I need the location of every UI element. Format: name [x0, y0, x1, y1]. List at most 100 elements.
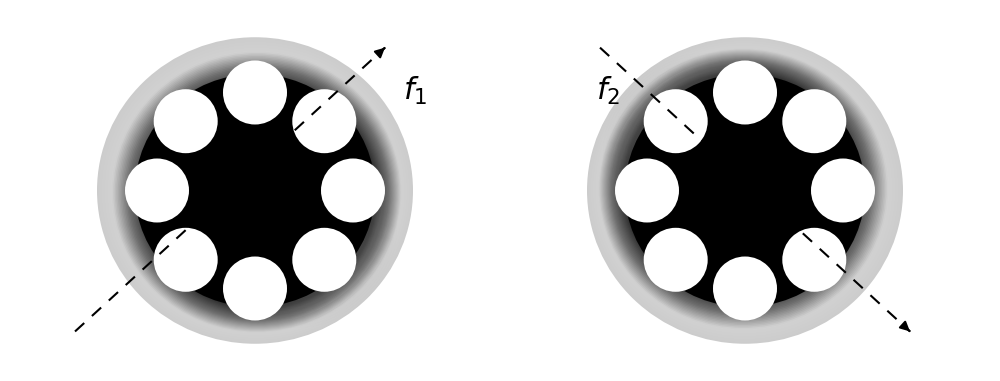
- Ellipse shape: [690, 137, 769, 214]
- Ellipse shape: [588, 38, 902, 342]
- Ellipse shape: [116, 56, 398, 329]
- Ellipse shape: [600, 50, 887, 328]
- Ellipse shape: [199, 137, 334, 267]
- Ellipse shape: [671, 118, 795, 238]
- Ellipse shape: [121, 60, 395, 326]
- Ellipse shape: [260, 196, 287, 222]
- Ellipse shape: [118, 58, 397, 328]
- Ellipse shape: [214, 151, 322, 256]
- Ellipse shape: [205, 143, 329, 263]
- Ellipse shape: [642, 91, 832, 274]
- Ellipse shape: [657, 105, 812, 256]
- Ellipse shape: [625, 74, 865, 307]
- Ellipse shape: [716, 162, 737, 182]
- Ellipse shape: [195, 133, 337, 271]
- Ellipse shape: [633, 82, 844, 286]
- Ellipse shape: [134, 74, 384, 316]
- Ellipse shape: [119, 59, 396, 327]
- Ellipse shape: [144, 83, 376, 308]
- Ellipse shape: [135, 74, 375, 307]
- Ellipse shape: [602, 52, 884, 325]
- Ellipse shape: [682, 129, 780, 224]
- Ellipse shape: [724, 169, 726, 172]
- Ellipse shape: [605, 55, 879, 321]
- Circle shape: [125, 158, 189, 223]
- Ellipse shape: [159, 98, 365, 297]
- Ellipse shape: [625, 74, 854, 296]
- Ellipse shape: [715, 160, 738, 183]
- Circle shape: [644, 89, 708, 153]
- Ellipse shape: [229, 166, 311, 245]
- Ellipse shape: [624, 73, 856, 298]
- Ellipse shape: [658, 106, 811, 254]
- Ellipse shape: [662, 109, 807, 250]
- Ellipse shape: [242, 179, 300, 235]
- Text: $f_2$: $f_2$: [596, 75, 620, 107]
- Ellipse shape: [248, 185, 296, 231]
- Ellipse shape: [192, 130, 339, 273]
- Ellipse shape: [593, 43, 896, 336]
- Ellipse shape: [101, 42, 410, 341]
- Ellipse shape: [648, 96, 824, 267]
- Ellipse shape: [709, 155, 746, 190]
- Ellipse shape: [641, 90, 833, 276]
- Ellipse shape: [607, 56, 878, 319]
- Ellipse shape: [601, 51, 885, 327]
- Ellipse shape: [115, 54, 399, 330]
- Ellipse shape: [673, 120, 792, 235]
- Ellipse shape: [188, 125, 343, 276]
- Ellipse shape: [646, 94, 827, 270]
- Ellipse shape: [107, 47, 405, 336]
- Ellipse shape: [241, 178, 302, 236]
- Circle shape: [782, 228, 846, 292]
- Ellipse shape: [179, 117, 350, 283]
- Ellipse shape: [162, 101, 362, 295]
- Ellipse shape: [228, 164, 312, 246]
- Ellipse shape: [721, 167, 729, 175]
- Ellipse shape: [651, 99, 820, 263]
- Ellipse shape: [210, 147, 326, 259]
- Ellipse shape: [696, 142, 762, 207]
- Ellipse shape: [156, 95, 367, 299]
- Ellipse shape: [225, 162, 314, 248]
- Ellipse shape: [271, 206, 279, 214]
- Ellipse shape: [661, 108, 808, 251]
- Ellipse shape: [659, 107, 809, 253]
- Ellipse shape: [239, 176, 303, 237]
- Ellipse shape: [131, 70, 387, 318]
- Ellipse shape: [122, 62, 393, 325]
- Ellipse shape: [688, 135, 772, 217]
- Ellipse shape: [634, 83, 842, 285]
- Ellipse shape: [617, 66, 864, 306]
- Circle shape: [223, 256, 287, 320]
- Ellipse shape: [608, 57, 876, 318]
- Ellipse shape: [150, 89, 372, 304]
- Ellipse shape: [136, 75, 383, 315]
- Ellipse shape: [198, 136, 335, 268]
- Ellipse shape: [647, 95, 826, 269]
- Ellipse shape: [147, 86, 374, 306]
- Ellipse shape: [153, 92, 369, 302]
- Ellipse shape: [137, 76, 382, 314]
- Ellipse shape: [701, 147, 756, 201]
- Ellipse shape: [623, 72, 857, 299]
- Ellipse shape: [678, 125, 786, 230]
- Ellipse shape: [675, 123, 789, 232]
- Ellipse shape: [708, 154, 747, 192]
- Ellipse shape: [191, 128, 341, 274]
- Ellipse shape: [253, 189, 292, 227]
- Ellipse shape: [627, 76, 851, 293]
- Ellipse shape: [231, 167, 310, 244]
- Circle shape: [811, 158, 875, 223]
- Circle shape: [223, 61, 287, 125]
- Ellipse shape: [226, 163, 313, 247]
- Ellipse shape: [592, 42, 897, 338]
- Ellipse shape: [167, 105, 359, 291]
- Ellipse shape: [638, 86, 838, 280]
- Ellipse shape: [103, 43, 408, 339]
- Ellipse shape: [104, 45, 407, 338]
- Ellipse shape: [110, 50, 403, 334]
- Ellipse shape: [139, 78, 381, 313]
- Ellipse shape: [259, 195, 288, 223]
- Ellipse shape: [697, 144, 761, 205]
